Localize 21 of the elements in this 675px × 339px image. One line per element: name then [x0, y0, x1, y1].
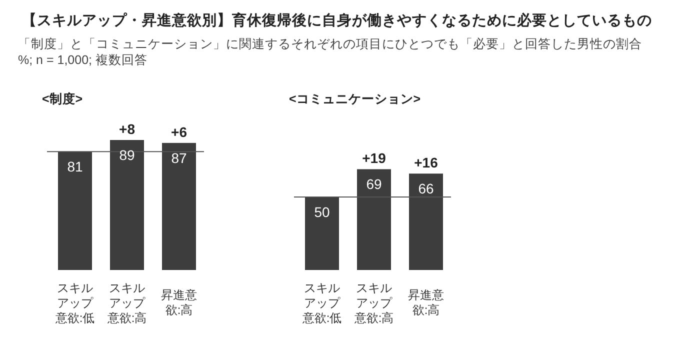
- data-label: 89: [119, 147, 135, 163]
- annotation: +16: [414, 154, 438, 171]
- x-tick-label: 昇進意欲:高: [161, 288, 197, 317]
- x-tick-label: スキルアップ意欲:低: [301, 281, 342, 325]
- data-label: 81: [67, 158, 83, 175]
- data-label: 69: [366, 176, 382, 192]
- text: 【スキルアップ・昇進意欲別】育休復帰後に自身が働きやすくなるために必要としているもの: [22, 11, 652, 29]
- chart-title: <制度>: [42, 91, 83, 106]
- chart-title: <コミュニケーション>: [289, 92, 421, 106]
- text: %; n = 1,000; 複数回答: [18, 53, 148, 67]
- data-label: 66: [418, 180, 434, 197]
- x-tick-label: スキルアップ意欲:低: [54, 281, 95, 325]
- data-label: 50: [314, 204, 330, 220]
- x-tick-label: スキルアップ意欲:高: [106, 281, 147, 325]
- x-tick-label: 昇進意欲:高: [408, 288, 444, 317]
- annotation: +6: [171, 124, 188, 140]
- annotation: +8: [119, 121, 136, 137]
- annotation: +19: [362, 150, 386, 166]
- text: 「制度」と「コミュニケーション」に関連するそれぞれの項目にひとつでも「必要」と回答した男性の割合: [18, 36, 642, 51]
- data-label: 87: [171, 150, 187, 166]
- x-tick-label: スキルアップ意欲:高: [353, 281, 394, 325]
